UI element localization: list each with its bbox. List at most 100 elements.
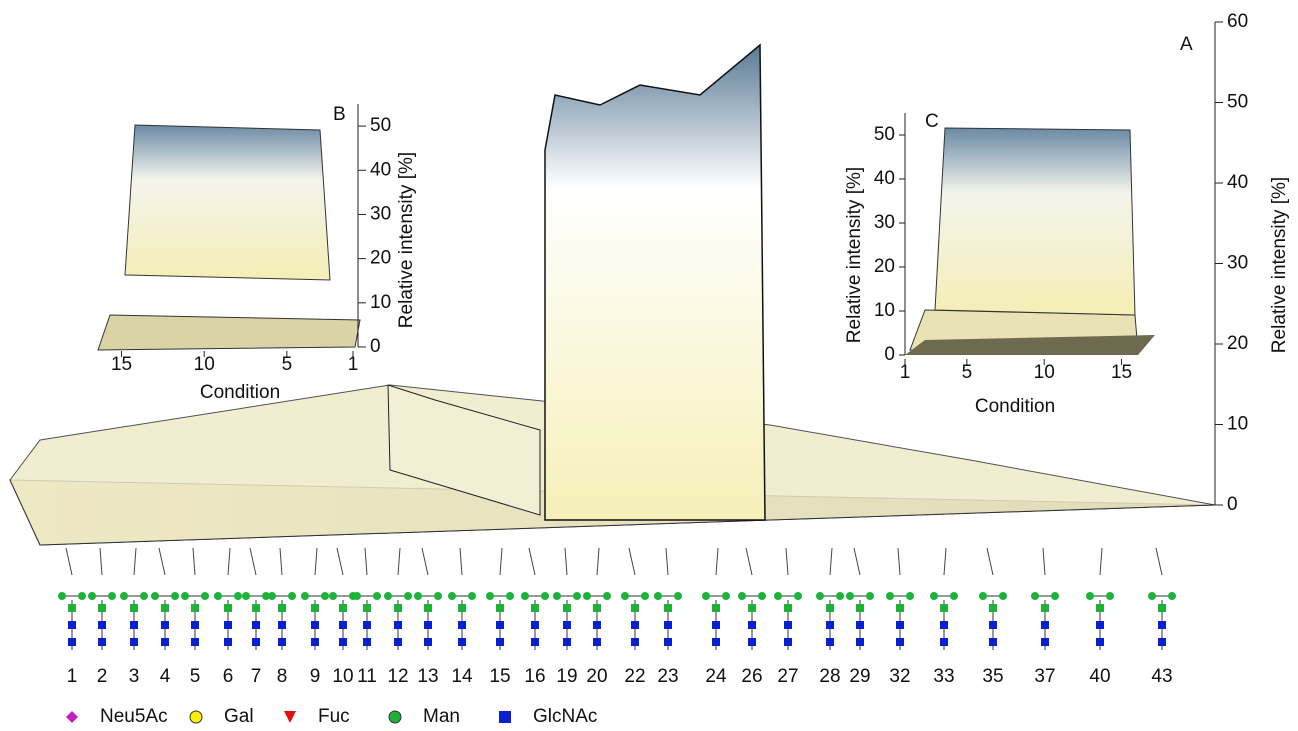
glycan-icon <box>1106 592 1114 600</box>
glycan-icon <box>329 592 337 600</box>
y-tick-label: 10 <box>874 300 895 321</box>
glycan-icon <box>621 592 629 600</box>
y-tick-label: 50 <box>370 115 391 136</box>
glycan-icon <box>424 604 432 612</box>
glycan-icon <box>563 638 571 646</box>
glycan-icon <box>896 638 904 646</box>
leader-line <box>1042 547 1046 576</box>
glycan-icon <box>748 638 756 646</box>
leader-line <box>499 547 503 576</box>
leader-line <box>158 547 166 576</box>
y-tick-label: 40 <box>370 159 391 180</box>
glycan-icon <box>748 604 756 612</box>
leader-line <box>1155 547 1163 576</box>
glycan-icon <box>1148 592 1156 600</box>
glycan-icon <box>278 621 286 629</box>
leader-line <box>227 547 231 576</box>
peak-label: 13 <box>417 666 438 687</box>
y-axis-label: Relative intensity [%] <box>1269 177 1290 353</box>
glycan-icon <box>214 592 222 600</box>
y-tick-label: 10 <box>1227 414 1248 435</box>
glycan-icon <box>1041 638 1049 646</box>
glycan-icon <box>866 592 874 600</box>
glycan-icon <box>521 592 529 600</box>
glycan-icon <box>664 604 672 612</box>
glycan-icon <box>722 592 730 600</box>
glycan-icon <box>816 592 824 600</box>
glycan-icon <box>151 592 159 600</box>
glycan-icon <box>940 621 948 629</box>
glycan-icon <box>531 621 539 629</box>
leader-line <box>279 547 283 576</box>
glycan-icon <box>191 621 199 629</box>
glycan-icon <box>664 621 672 629</box>
glycan-icon <box>88 592 96 600</box>
glycan-icon <box>603 592 611 600</box>
glycan-icon <box>58 592 66 600</box>
glycan-icon <box>712 604 720 612</box>
glycan-icon <box>712 638 720 646</box>
glycan-icon <box>363 638 371 646</box>
x-tick-label: 1 <box>348 354 359 375</box>
glycan-icon <box>1168 592 1176 600</box>
glycan-icon <box>458 621 466 629</box>
legend-label: GlcNAc <box>533 706 597 726</box>
peak-label: 26 <box>741 666 762 687</box>
peak-label: 22 <box>624 666 645 687</box>
x-tick-label: 10 <box>1034 362 1055 383</box>
y-tick-label: 30 <box>1227 253 1248 274</box>
glycan-icon <box>434 592 442 600</box>
glycan-icon <box>826 604 834 612</box>
peak-label: 12 <box>387 666 408 687</box>
peak-label: 4 <box>160 666 171 687</box>
glycan-icon <box>940 638 948 646</box>
glycan-icon <box>191 638 199 646</box>
peak-label: 11 <box>357 666 377 687</box>
glycan-icon <box>593 604 601 612</box>
glycan-icon <box>886 592 894 600</box>
glycan-icon <box>784 604 792 612</box>
glycan-icon <box>171 592 179 600</box>
glycan-icon <box>631 604 639 612</box>
leader-line <box>596 547 600 576</box>
glycan-icon <box>989 638 997 646</box>
y-tick-label: 50 <box>874 124 895 145</box>
glycan-icon <box>654 592 662 600</box>
glycan-icon <box>1096 621 1104 629</box>
legend-symbol <box>499 711 511 723</box>
legend-label: Gal <box>224 706 254 726</box>
legend-symbol <box>388 710 402 724</box>
glycan-icon <box>394 638 402 646</box>
leader-line <box>336 547 344 576</box>
glycan-icon <box>68 604 76 612</box>
glycan-icon <box>1158 638 1166 646</box>
leader-line <box>364 547 368 576</box>
glycan-icon <box>1158 621 1166 629</box>
leader-line <box>65 547 73 576</box>
glycan-icon <box>78 592 86 600</box>
glycan-icon <box>224 604 232 612</box>
glycan-icon <box>738 592 746 600</box>
glycan-icon <box>664 638 672 646</box>
leader-line <box>715 547 719 576</box>
glycan-icon <box>1158 604 1166 612</box>
glycan-icon <box>252 621 260 629</box>
glycan-icon <box>989 621 997 629</box>
glycan-icon <box>896 621 904 629</box>
glycan-icon <box>774 592 782 600</box>
glycan-icon <box>906 592 914 600</box>
glycan-icon <box>140 592 148 600</box>
leader-line <box>99 547 103 576</box>
glycan-icon <box>553 592 561 600</box>
glycan-icon <box>856 604 864 612</box>
glycan-icon <box>573 592 581 600</box>
glycan-icon <box>593 638 601 646</box>
peak-label: 10 <box>332 666 353 687</box>
leader-line <box>785 547 789 576</box>
glycan-icon <box>252 638 260 646</box>
glycan-icon <box>702 592 710 600</box>
leader-line <box>421 547 429 576</box>
glycan-icon <box>339 621 347 629</box>
y-tick-label: 20 <box>1227 333 1248 354</box>
